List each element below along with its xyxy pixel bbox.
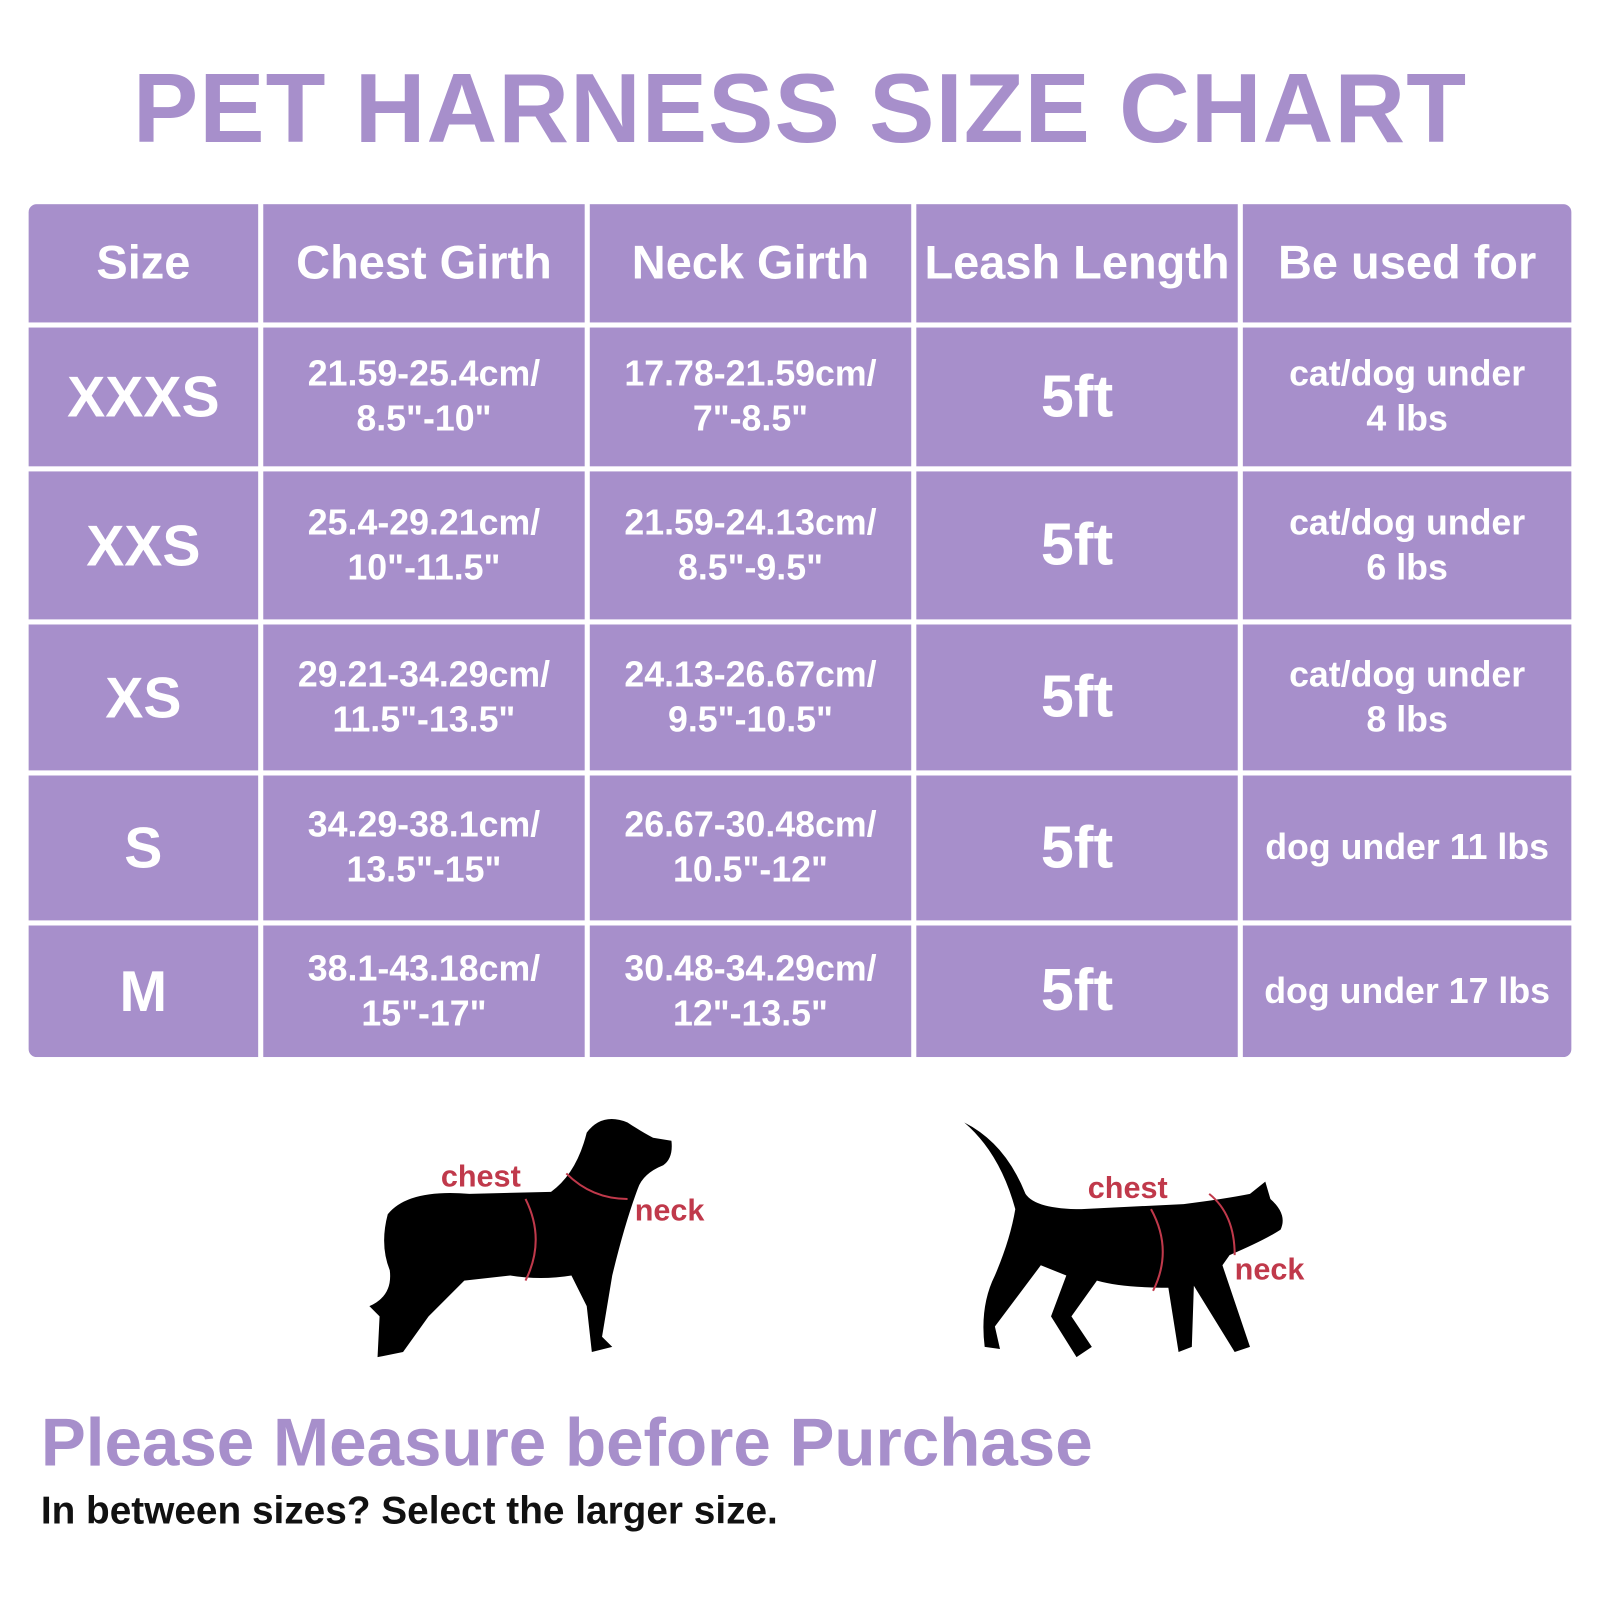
footer-heading: Please Measure before Purchase <box>40 1404 1093 1480</box>
table-cell: cat/dog under 6 lbs <box>1242 471 1572 620</box>
table-cell: 17.78-21.59cm/ 7"-8.5" <box>589 327 912 467</box>
table-cell: dog under 17 lbs <box>1242 925 1572 1058</box>
table-cell: 5ft <box>916 327 1238 467</box>
table-cell: 24.13-26.67cm/ 9.5"-10.5" <box>589 624 912 771</box>
size-cell: S <box>28 775 259 921</box>
size-cell: XXS <box>28 471 259 620</box>
table-cell: 26.67-30.48cm/ 10.5"-12" <box>589 775 912 921</box>
footer-note: In between sizes? Select the larger size… <box>40 1489 778 1533</box>
column-header: Neck Girth <box>589 204 912 323</box>
table-cell: 30.48-34.29cm/ 12"-13.5" <box>589 925 912 1058</box>
size-cell: XS <box>28 624 259 771</box>
chest-line <box>1150 1208 1164 1292</box>
neck-line <box>1208 1193 1236 1256</box>
dog-figure: chest neck <box>369 1119 706 1358</box>
table-cell: 38.1-43.18cm/ 15"-17" <box>263 925 585 1058</box>
column-header: Size <box>28 204 259 323</box>
table-cell: cat/dog under 4 lbs <box>1242 327 1572 467</box>
size-table: Size Chest Girth Neck Girth Leash Length Be … <box>28 204 1572 1058</box>
dog-chest-label: chest <box>441 1160 521 1194</box>
table-cell: 5ft <box>916 925 1238 1058</box>
title: PET HARNESS SIZE CHART <box>132 54 1468 164</box>
table-cell: 21.59-24.13cm/ 8.5"-9.5" <box>589 471 912 620</box>
cat-chest-label: chest <box>1088 1171 1168 1205</box>
column-header: Be used for <box>1242 204 1572 323</box>
neck-line <box>565 1172 628 1200</box>
dog-neck-label: neck <box>635 1193 706 1227</box>
table-cell: dog under 11 lbs <box>1242 775 1572 921</box>
figures: chest neck chest neck <box>369 1119 1306 1358</box>
table-cell: 25.4-29.21cm/ 10"-11.5" <box>263 471 585 620</box>
table-cell: cat/dog under 8 lbs <box>1242 624 1572 771</box>
cat-neck-label: neck <box>1235 1253 1306 1287</box>
table-cell: 29.21-34.29cm/ 11.5"-13.5" <box>263 624 585 771</box>
table-cell: 5ft <box>916 624 1238 771</box>
column-header: Leash Length <box>916 204 1238 323</box>
size-cell: M <box>28 925 259 1058</box>
column-header: Chest Girth <box>263 204 585 323</box>
table-cell: 21.59-25.4cm/ 8.5"-10" <box>263 327 585 467</box>
dog-silhouette <box>369 1119 672 1358</box>
chest-line <box>524 1198 537 1282</box>
cat-silhouette <box>964 1122 1283 1358</box>
size-cell: XXXS <box>28 327 259 467</box>
table-cell: 5ft <box>916 775 1238 921</box>
table-cell: 34.29-38.1cm/ 13.5"-15" <box>263 775 585 921</box>
table-cell: 5ft <box>916 471 1238 620</box>
cat-figure: chest neck <box>964 1122 1306 1358</box>
